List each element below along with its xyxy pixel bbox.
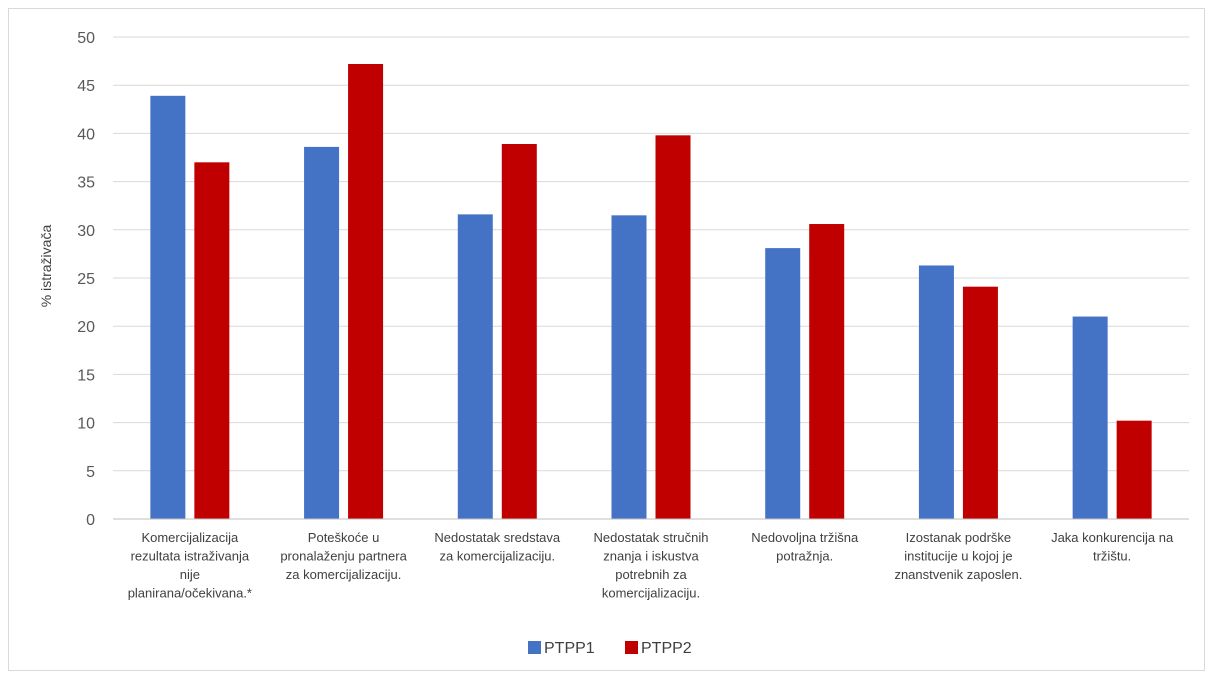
- category-label: Poteškoće u pronalaženju partnera za komer…: [280, 530, 407, 582]
- bar-ptpp1: [918, 265, 954, 519]
- category-labels: Komercijalizacija rezultata istraživanja n…: [128, 530, 1174, 601]
- category-label: Izostanak podrške institucije u kojoj je z…: [894, 530, 1022, 582]
- y-axis-ticks: 0 5 10 15 20 25 30 35 40 45 50: [77, 30, 95, 529]
- y-tick-label: 40: [77, 126, 95, 143]
- bar-ptpp1: [611, 215, 647, 519]
- bar-ptpp2: [194, 162, 230, 519]
- bar-ptpp1: [150, 95, 186, 519]
- y-tick-label: 15: [77, 367, 95, 384]
- y-axis-label: % istraživača: [38, 225, 54, 308]
- y-tick-label: 20: [77, 319, 95, 336]
- legend-label: PTPP1: [544, 640, 595, 657]
- bar-ptpp2: [501, 144, 537, 519]
- bar-ptpp2: [348, 63, 384, 519]
- y-tick-label: 0: [86, 512, 95, 529]
- category-label: Jaka konkurencija na tržištu.: [1051, 530, 1174, 564]
- category-label: Nedostatak stručnih znanja i iskustva potr…: [594, 530, 709, 601]
- category-label: Komercijalizacija rezultata istraživanja n…: [128, 530, 252, 601]
- y-tick-label: 50: [77, 30, 95, 47]
- y-tick-label: 45: [77, 78, 95, 95]
- bar-ptpp1: [304, 146, 340, 519]
- bar-ptpp2: [809, 224, 845, 520]
- bar-ptpp2: [655, 135, 691, 519]
- legend: PTPP1 PTPP2: [528, 640, 692, 657]
- bar-ptpp1: [765, 248, 801, 519]
- category-label: Nedostatak sredstava za komercijalizaciju…: [434, 530, 561, 564]
- category-label: Nedovoljna tržišna potražnja.: [751, 530, 859, 564]
- bar-ptpp2: [1116, 420, 1152, 519]
- y-tick-label: 30: [77, 223, 95, 240]
- legend-label: PTPP2: [641, 640, 692, 657]
- bar-ptpp2: [962, 286, 998, 519]
- bar-ptpp1: [457, 214, 493, 519]
- y-tick-label: 35: [77, 175, 95, 192]
- y-tick-label: 25: [77, 271, 95, 288]
- bar-ptpp1: [1072, 316, 1108, 519]
- legend-swatch-ptpp2: [625, 641, 638, 654]
- gridlines: [113, 36, 1189, 472]
- bars: [150, 63, 1152, 520]
- legend-swatch-ptpp1: [528, 641, 541, 654]
- y-tick-label: 10: [77, 416, 95, 433]
- y-tick-label: 5: [86, 464, 95, 481]
